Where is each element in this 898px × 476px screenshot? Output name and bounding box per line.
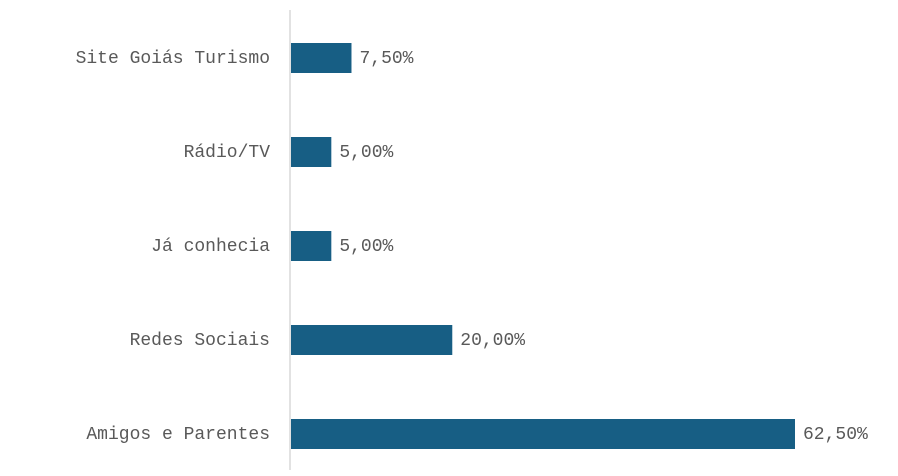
bar bbox=[291, 325, 453, 355]
bar bbox=[291, 419, 795, 449]
category-label: Redes Sociais bbox=[130, 331, 270, 351]
value-label: 5,00% bbox=[339, 143, 393, 163]
category-label: Rádio/TV bbox=[184, 143, 271, 163]
value-label: 20,00% bbox=[460, 331, 525, 351]
value-label: 62,50% bbox=[803, 425, 868, 445]
category-label: Já conhecia bbox=[151, 237, 270, 257]
value-label: 7,50% bbox=[359, 49, 413, 69]
bar bbox=[291, 43, 352, 73]
value-label: 5,00% bbox=[339, 237, 393, 257]
bar bbox=[291, 137, 332, 167]
category-label: Amigos e Parentes bbox=[86, 425, 270, 445]
category-label: Site Goiás Turismo bbox=[76, 49, 270, 69]
bar bbox=[291, 231, 332, 261]
